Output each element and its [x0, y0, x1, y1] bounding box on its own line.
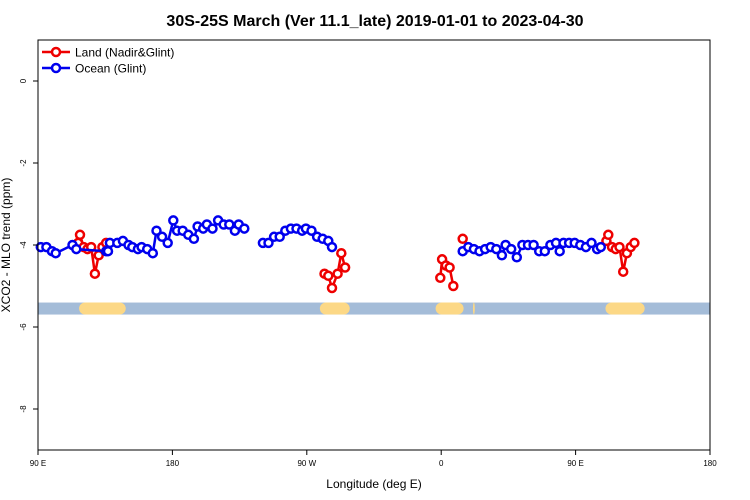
series-0-point-0-1	[74, 229, 86, 241]
x-tick-label-4: 90 E	[567, 459, 583, 468]
series-0-point-3-0	[457, 233, 468, 245]
series-0-point-1-3	[332, 268, 343, 279]
x-tick-label-1: 180	[166, 459, 180, 468]
legend: Land (Nadir&Glint) Ocean (Glint)	[42, 46, 174, 76]
series-1-point-2-13	[528, 239, 539, 251]
land-band-1	[319, 302, 350, 315]
y-tick-label-1: -2	[19, 159, 28, 167]
series-1-point-1-1	[263, 237, 274, 249]
land-mask-band	[38, 302, 710, 315]
series-1-point-0-3	[50, 247, 61, 259]
y-tick-label-0: 0	[19, 78, 28, 83]
series-1-point-2-24	[586, 237, 597, 249]
y-axis: 0 -2 -4 -6 -8	[19, 78, 38, 413]
series-1-point-2-9	[505, 243, 517, 255]
series-1-point-2-18	[554, 245, 565, 257]
land-band-2	[435, 302, 464, 315]
legend-land-label: Land (Nadir&Glint)	[75, 46, 174, 60]
series-0-point-1-5	[339, 262, 351, 273]
legend-ocean-label: Ocean (Glint)	[75, 62, 146, 76]
series-1-point-0-31	[224, 219, 235, 230]
x-tick-label-5: 180	[703, 459, 717, 468]
series-1-point-2-7	[496, 250, 508, 261]
x-tick-label-3: 0	[439, 459, 444, 468]
land-band-3	[472, 302, 475, 315]
series-1-point-1-13	[326, 241, 338, 253]
series-1-point-1-9	[306, 225, 317, 236]
series-land	[72, 229, 640, 294]
series-1-point-0-17	[151, 225, 162, 236]
y-tick-label-2: -4	[19, 241, 28, 249]
series-1-point-2-26	[595, 241, 607, 253]
series-1-point-0-24	[188, 233, 200, 245]
y-axis-label: XCO2 - MLO trend (ppm)	[0, 178, 13, 313]
series-1-point-0-28	[207, 223, 218, 234]
legend-land-marker	[50, 46, 62, 58]
series-0-point-1-4	[336, 247, 347, 259]
series-1-point-0-34	[239, 223, 250, 234]
series-1-point-0-18	[156, 231, 168, 243]
x-tick-label-2: 90 W	[297, 459, 316, 468]
chart-title: 30S-25S March (Ver 11.1_late) 2019-01-01…	[166, 13, 583, 30]
series-1-point-0-19	[162, 237, 173, 249]
series-1-point-1-3	[274, 231, 285, 243]
series-0-point-4-8	[629, 237, 640, 249]
series-1-point-2-15	[539, 245, 551, 257]
land-band-0	[79, 302, 126, 315]
series-0-point-2-0	[435, 272, 446, 284]
series-1-point-0-20	[168, 215, 179, 226]
series-0-point-2-3	[444, 262, 455, 273]
series-0-point-4-1	[603, 229, 614, 241]
ocean-band	[38, 302, 710, 315]
series-1-point-2-6	[491, 243, 502, 255]
series-0-point-1-2	[326, 282, 338, 294]
x-tick-label-0: 90 E	[30, 459, 46, 468]
legend-ocean-marker	[50, 62, 62, 74]
y-tick-label-4: -8	[19, 405, 28, 413]
y-tick-label-3: -6	[19, 323, 28, 331]
series-1-point-0-7	[102, 245, 114, 257]
series-1-point-0-5	[71, 243, 82, 255]
series-layer	[35, 215, 640, 294]
series-0-point-4-5	[617, 266, 629, 277]
x-axis-label: Longitude (deg E)	[326, 477, 421, 491]
series-0-point-4-4	[614, 241, 625, 253]
series-1-point-0-16	[147, 247, 159, 259]
series-ocean	[35, 215, 607, 263]
series-1-point-2-10	[511, 252, 523, 263]
series-0-point-0-5	[89, 268, 101, 279]
land-band-4	[605, 302, 645, 315]
series-0-point-1-1	[323, 270, 334, 282]
series-0-point-2-4	[448, 280, 459, 292]
x-axis: 90 E 180 90 W 0 90 E 180	[30, 450, 717, 468]
